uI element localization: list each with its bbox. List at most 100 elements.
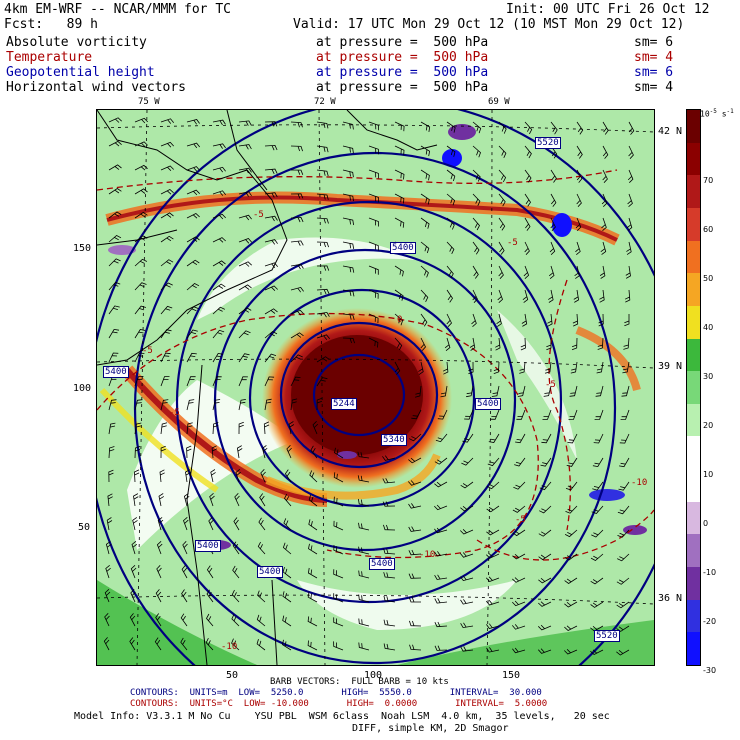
wind-barb bbox=[512, 529, 526, 537]
wind-barb bbox=[182, 541, 188, 555]
wind-barb bbox=[357, 475, 370, 483]
wind-barb bbox=[160, 165, 174, 171]
wind-barb bbox=[234, 493, 240, 507]
wind-barb bbox=[383, 572, 396, 579]
wind-barb bbox=[498, 241, 505, 255]
wind-barb bbox=[408, 597, 421, 603]
wind-barb bbox=[539, 505, 552, 514]
wind-barb bbox=[333, 472, 344, 483]
wind-barb bbox=[316, 334, 331, 340]
temp-label: -10 bbox=[221, 642, 238, 652]
colorbar-tick-label: 30 bbox=[703, 371, 714, 381]
wind-barb bbox=[576, 169, 583, 183]
wind-barb bbox=[408, 526, 422, 532]
wind-barb bbox=[358, 522, 370, 531]
wind-barb bbox=[181, 589, 188, 603]
wind-barb bbox=[576, 121, 584, 135]
temp-label: -5 bbox=[515, 515, 526, 525]
wind-barb bbox=[186, 283, 200, 291]
wind-barb bbox=[212, 283, 226, 291]
wind-barb bbox=[590, 601, 604, 608]
wind-barb bbox=[539, 481, 552, 491]
wind-barb bbox=[282, 566, 292, 579]
height-label: 5400 bbox=[369, 558, 395, 570]
wind-barb bbox=[434, 645, 448, 651]
wind-barb bbox=[282, 542, 292, 555]
colorbar-tick-label: -30 bbox=[703, 665, 717, 675]
wind-barb bbox=[544, 361, 552, 374]
wind-barb bbox=[108, 211, 122, 219]
wind-barb bbox=[160, 259, 174, 267]
wind-barb bbox=[107, 493, 113, 507]
wind-barb bbox=[368, 265, 379, 275]
wind-barb bbox=[231, 589, 240, 603]
wind-barb bbox=[564, 529, 578, 538]
wind-barb bbox=[446, 265, 454, 279]
wind-barb bbox=[472, 217, 480, 231]
wind-barb bbox=[519, 361, 526, 374]
wind-barb bbox=[593, 433, 604, 444]
wind-barb bbox=[407, 480, 422, 486]
wind-barb bbox=[383, 524, 396, 531]
wind-barb bbox=[212, 422, 219, 435]
field-name-vorticity: Absolute vorticity bbox=[6, 35, 147, 50]
wind-barb bbox=[564, 577, 578, 584]
wind-barb bbox=[408, 503, 422, 509]
wind-barb bbox=[420, 289, 429, 302]
wind-barb bbox=[210, 469, 216, 483]
wind-barb bbox=[368, 337, 379, 348]
wind-barb bbox=[205, 638, 214, 651]
wind-barb bbox=[333, 569, 344, 579]
height-label: 5340 bbox=[381, 434, 407, 446]
wind-barb bbox=[238, 261, 252, 267]
wind-barb bbox=[342, 241, 355, 249]
wind-barb bbox=[497, 289, 503, 303]
wind-barb bbox=[160, 212, 174, 219]
wind-barb bbox=[186, 166, 201, 172]
wind-barb bbox=[574, 265, 580, 279]
wind-barb bbox=[133, 469, 140, 483]
wind-barb bbox=[487, 457, 500, 467]
colorbar-tick-label: 40 bbox=[703, 322, 714, 332]
wind-barb bbox=[212, 329, 225, 339]
wind-barb bbox=[600, 241, 607, 255]
lat-label-36n: 36 N bbox=[658, 593, 683, 604]
colorbar-segment bbox=[687, 534, 700, 568]
wind-barb bbox=[409, 620, 422, 627]
wind-barb bbox=[498, 217, 506, 231]
model-info-physics: DIFF, simple KM, 2D Smagor bbox=[352, 723, 509, 734]
wind-barb bbox=[591, 505, 604, 514]
wind-barb bbox=[134, 282, 147, 291]
wind-barb bbox=[264, 308, 278, 315]
wind-barb bbox=[446, 145, 456, 157]
wind-barb bbox=[547, 313, 553, 327]
wind-barb bbox=[592, 457, 604, 468]
wind-barb bbox=[626, 241, 632, 255]
wind-barb bbox=[290, 193, 304, 199]
wind-barb bbox=[538, 624, 552, 631]
wind-barb bbox=[524, 217, 531, 231]
model-info: Model Info: V3.3.1 M No Cu YSU PBL WSM 6… bbox=[74, 711, 610, 722]
wind-barb bbox=[564, 601, 578, 608]
map-panel: 5520 5400 5400 5400 5244 5340 5400 5400 … bbox=[96, 109, 655, 666]
colorbar-segment bbox=[687, 469, 700, 503]
wind-barb bbox=[134, 164, 148, 171]
wind-barb bbox=[383, 548, 396, 555]
height-label: 5520 bbox=[594, 630, 620, 642]
height-label: 5400 bbox=[103, 366, 129, 378]
temp-label: -10 bbox=[419, 550, 436, 560]
wind-barb bbox=[434, 527, 448, 534]
wind-barb bbox=[282, 615, 292, 627]
wind-barb bbox=[316, 288, 330, 295]
wind-barb bbox=[567, 433, 578, 444]
wind-barb bbox=[316, 145, 329, 153]
wind-barb bbox=[238, 214, 252, 221]
wind-barb bbox=[623, 337, 630, 350]
wind-barb bbox=[414, 385, 422, 398]
field-smooth-height: sm= 6 bbox=[634, 65, 674, 80]
wind-barb bbox=[619, 433, 630, 444]
wind-barb bbox=[590, 553, 604, 561]
wind-barb bbox=[472, 289, 478, 303]
wind-barb bbox=[134, 188, 148, 195]
wind-barb bbox=[394, 313, 404, 326]
